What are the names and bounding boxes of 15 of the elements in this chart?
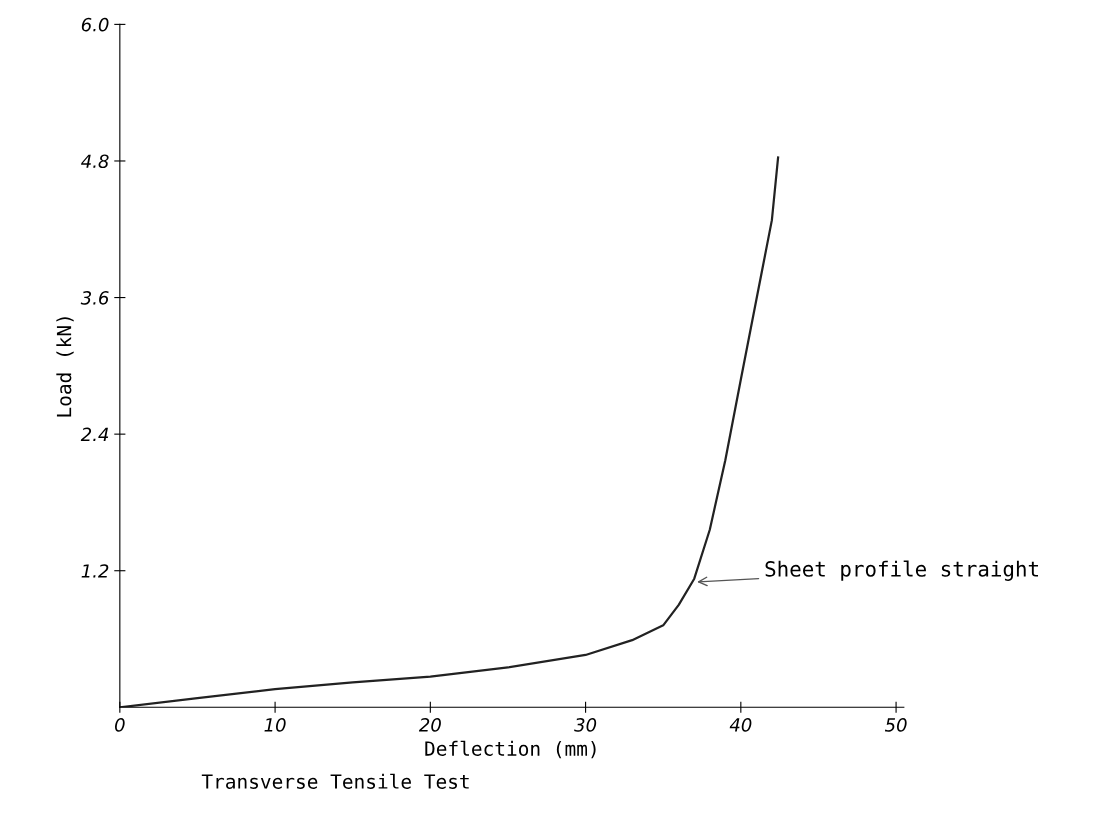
x-tick-label: 30 [574, 718, 597, 732]
x-tick-label: 10 [264, 718, 286, 732]
x-tick-label: 40 [729, 718, 752, 732]
y-tick-label: 4.8 [81, 154, 109, 169]
x-tick-label: 50 [884, 718, 907, 732]
y-tick-label: 1.2 [81, 564, 109, 578]
x-tick-label: 20 [418, 718, 441, 732]
annotation: Sheet profile straight [765, 560, 1039, 581]
y-axis-title: Load (kN) [56, 317, 74, 417]
text: Transverse Tensile Test [201, 773, 469, 789]
y-tick-label: 3.6 [80, 291, 109, 305]
x-axis-title: Deflection (mm) [425, 740, 596, 759]
y-tick-label: 6.0 [81, 17, 109, 32]
y-tick-label: 2.4 [80, 427, 109, 441]
x-tick-label: 0 [115, 718, 125, 732]
